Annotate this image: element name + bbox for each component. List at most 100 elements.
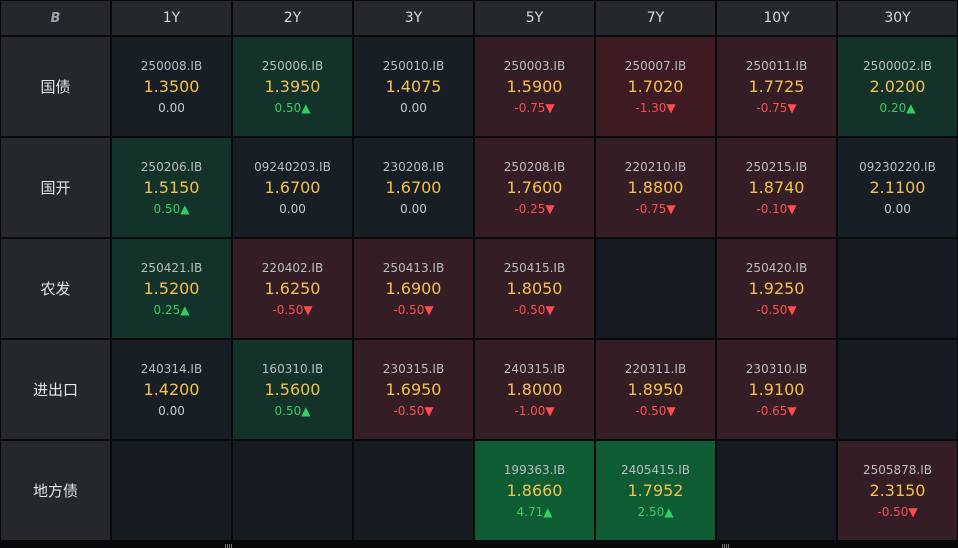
bond-cell[interactable]: 250011.IB 1.7725 -0.75▼ [717,37,836,136]
row-header: 进出口 [1,340,110,439]
yield-change: 0.00 [158,100,185,115]
bond-code: 250215.IB [745,159,808,174]
bond-code: 250415.IB [503,260,566,275]
row-header: 国债 [1,37,110,136]
bond-cell[interactable]: 220311.IB 1.8950 -0.50▼ [596,340,715,439]
bond-cell[interactable]: 220210.IB 1.8800 -0.75▼ [596,138,715,237]
bond-code: 09230220.IB [859,159,936,174]
yield-change: -0.50▼ [514,302,555,317]
yield-change: 0.50▲ [274,100,311,115]
yield-change: -0.75▼ [635,201,676,216]
row-header: 农发 [1,239,110,338]
column-header-7y[interactable]: 7Y [596,1,715,35]
yield-change: 4.71▲ [516,504,553,519]
resize-handle[interactable] [225,544,233,548]
yield-change: -0.50▼ [877,504,918,519]
bond-cell[interactable]: 160310.IB 1.5600 0.50▲ [233,340,352,439]
bond-cell[interactable]: 250215.IB 1.8740 -0.10▼ [717,138,836,237]
bond-yield: 1.4200 [143,379,200,399]
bond-cell[interactable]: 09240203.IB 1.6700 0.00 [233,138,352,237]
bond-yield: 1.7952 [627,480,684,500]
resize-handle[interactable] [722,544,730,548]
bond-cell[interactable]: 250420.IB 1.9250 -0.50▼ [717,239,836,338]
empty-cell [838,340,957,439]
bond-yield: 1.6950 [385,379,442,399]
bond-cell[interactable]: 09230220.IB 2.1100 0.00 [838,138,957,237]
bond-code: 240314.IB [140,361,203,376]
bond-cell[interactable]: 250415.IB 1.8050 -0.50▼ [475,239,594,338]
bond-code: 230310.IB [745,361,808,376]
bond-cell[interactable]: 250206.IB 1.5150 0.50▲ [112,138,231,237]
bond-code: 220311.IB [624,361,687,376]
bond-code: 250208.IB [503,159,566,174]
bond-yield: 2.0200 [869,76,926,96]
empty-cell [838,239,957,338]
column-header-3y[interactable]: 3Y [354,1,473,35]
bond-cell[interactable]: 250007.IB 1.7020 -1.30▼ [596,37,715,136]
column-header-5y[interactable]: 5Y [475,1,594,35]
bond-yield: 1.8950 [627,379,684,399]
yield-change: 0.20▲ [879,100,916,115]
bond-yield: 1.5150 [143,177,200,197]
row-header: 地方债 [1,441,110,540]
bond-yield: 1.4075 [385,76,442,96]
bond-code: 2505878.IB [862,462,933,477]
column-header-30y[interactable]: 30Y [838,1,957,35]
bond-cell[interactable]: 250008.IB 1.3500 0.00 [112,37,231,136]
empty-cell [596,239,715,338]
yield-change: -0.10▼ [756,201,797,216]
bond-code: 250011.IB [745,58,808,73]
yield-change: -0.75▼ [756,100,797,115]
yield-change: 0.00 [884,201,911,216]
bond-code: 2405415.IB [620,462,691,477]
bond-code: 199363.IB [503,462,566,477]
column-header-2y[interactable]: 2Y [233,1,352,35]
yield-change: -0.25▼ [514,201,555,216]
bond-code: 250008.IB [140,58,203,73]
bond-cell[interactable]: 240315.IB 1.8000 -1.00▼ [475,340,594,439]
bond-cell[interactable]: 250421.IB 1.5200 0.25▲ [112,239,231,338]
bond-cell[interactable]: 230310.IB 1.9100 -0.65▼ [717,340,836,439]
column-header-10y[interactable]: 10Y [717,1,836,35]
bond-cell[interactable]: 250413.IB 1.6900 -0.50▼ [354,239,473,338]
bond-cell[interactable]: 250010.IB 1.4075 0.00 [354,37,473,136]
logo-icon: B [1,1,110,35]
bond-code: 230315.IB [382,361,445,376]
bond-code: 160310.IB [261,361,324,376]
bond-cell[interactable]: 2500002.IB 2.0200 0.20▲ [838,37,957,136]
yield-change: 0.00 [400,201,427,216]
bond-code: 2500002.IB [862,58,933,73]
bond-cell[interactable]: 2505878.IB 2.3150 -0.50▼ [838,441,957,540]
bond-yield: 2.1100 [869,177,926,197]
yield-change: -0.65▼ [756,403,797,418]
yield-change: 0.00 [400,100,427,115]
bond-cell[interactable]: 250208.IB 1.7600 -0.25▼ [475,138,594,237]
column-header-1y[interactable]: 1Y [112,1,231,35]
bond-cell[interactable]: 220402.IB 1.6250 -0.50▼ [233,239,352,338]
bond-code: 250007.IB [624,58,687,73]
yield-change: -1.30▼ [635,100,676,115]
bond-code: 250420.IB [745,260,808,275]
bond-code: 240315.IB [503,361,566,376]
bond-yield: 1.3500 [143,76,200,96]
bond-cell[interactable]: 2405415.IB 1.7952 2.50▲ [596,441,715,540]
bond-cell[interactable]: 240314.IB 1.4200 0.00 [112,340,231,439]
yield-change: 0.00 [279,201,306,216]
bond-yield: 1.7020 [627,76,684,96]
bond-yield: 1.7600 [506,177,563,197]
bond-cell[interactable]: 250003.IB 1.5900 -0.75▼ [475,37,594,136]
empty-cell [717,441,836,540]
bond-cell[interactable]: 199363.IB 1.8660 4.71▲ [475,441,594,540]
bond-yield: 1.8740 [748,177,805,197]
bond-cell[interactable]: 230208.IB 1.6700 0.00 [354,138,473,237]
yield-change: 0.25▲ [153,302,190,317]
yield-change: 0.50▲ [274,403,311,418]
yield-change: -0.75▼ [514,100,555,115]
bond-yield: 1.8660 [506,480,563,500]
bond-yield: 1.9250 [748,278,805,298]
bond-cell[interactable]: 230315.IB 1.6950 -0.50▼ [354,340,473,439]
bond-code: 220402.IB [261,260,324,275]
yield-change: 2.50▲ [637,504,674,519]
bond-cell[interactable]: 250006.IB 1.3950 0.50▲ [233,37,352,136]
bond-code: 250006.IB [261,58,324,73]
